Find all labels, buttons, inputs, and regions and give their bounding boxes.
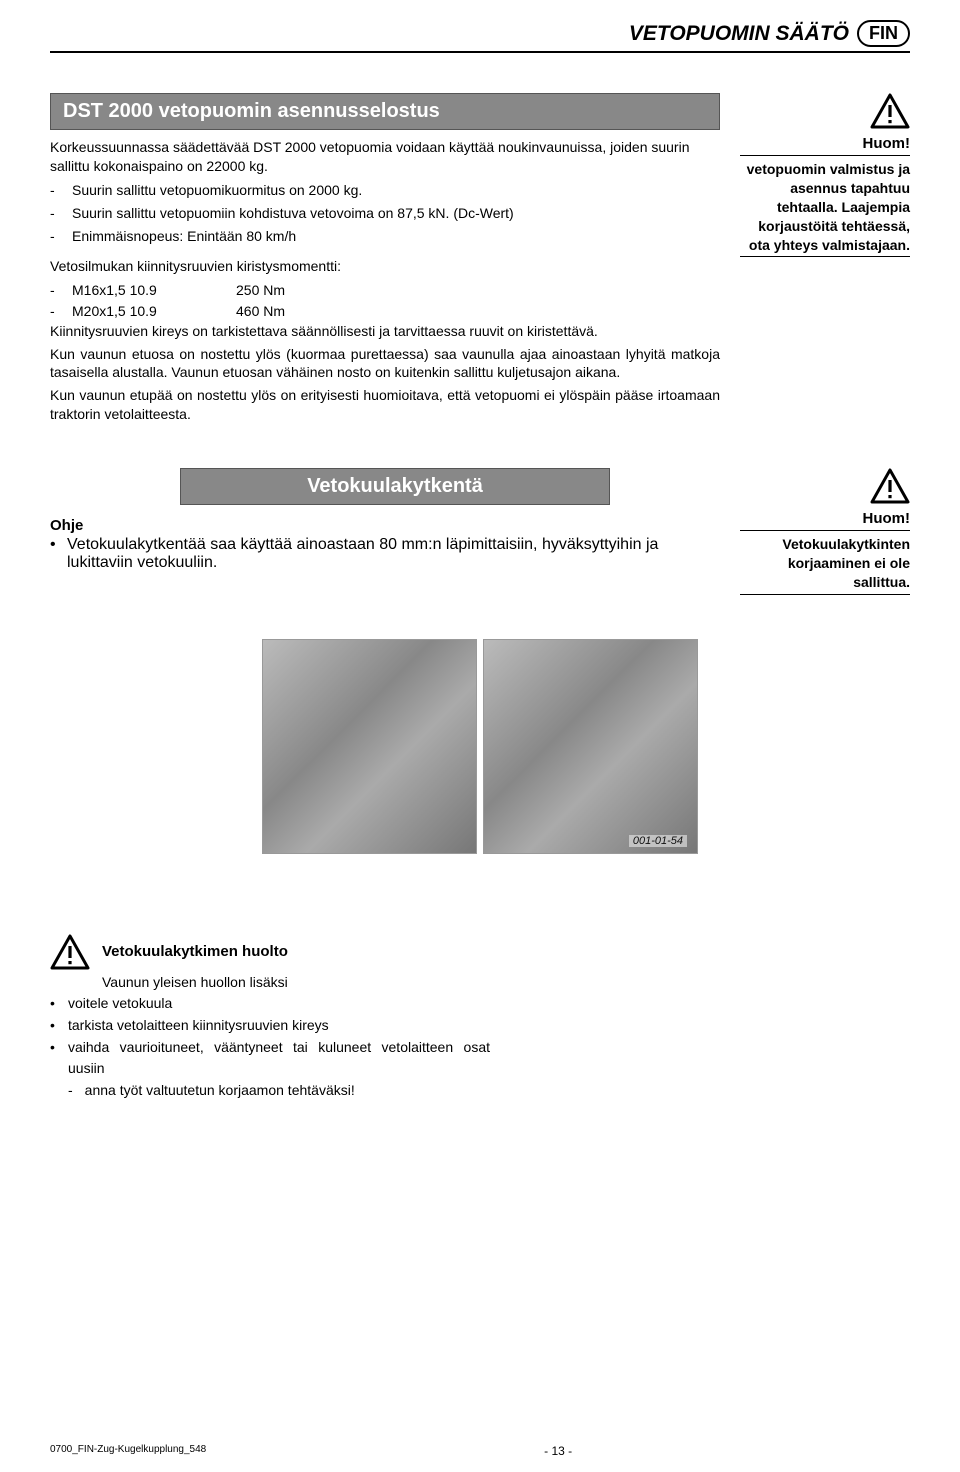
sub-dash-text: anna työt valtuutetun korjaamon tehtäväk… — [85, 1080, 355, 1101]
bullet-text: Vetokuulakytkentää saa käyttää ainoastaa… — [67, 536, 720, 572]
maint-bullet: •voitele vetokuula — [50, 993, 490, 1014]
header-rule — [50, 51, 910, 53]
after-para: Kun vaunun etupää on nostettu ylös on er… — [50, 386, 720, 424]
page-header: VETOPUOMIN SÄÄTÖ FIN — [50, 20, 910, 47]
language-badge: FIN — [857, 20, 910, 47]
torque-spec: M20x1,5 10.9 — [72, 301, 222, 322]
section1-row: DST 2000 vetopuomin asennusselostus Kork… — [50, 93, 910, 428]
section1-intro: Korkeussuunnassa säädettävää DST 2000 ve… — [50, 138, 720, 176]
after-para: Kiinnitysruuvien kireys on tarkistettava… — [50, 322, 720, 341]
torque-val: 460 Nm — [236, 301, 285, 322]
dash-item: -Suurin sallittu vetopuomiin kohdistuva … — [50, 203, 720, 224]
footer-left: 0700_FIN-Zug-Kugelkupplung_548 — [50, 1444, 206, 1458]
warn2-text: Vetokuulakytkinten korjaaminen ei ole sa… — [740, 535, 910, 592]
photo-2: 001-01-54 — [483, 639, 698, 854]
warn2-side: Huom! Vetokuulakytkinten korjaaminen ei … — [740, 468, 910, 599]
warning-icon — [870, 468, 910, 504]
warn1-text: vetopuomin valmistus ja asennus tapahtuu… — [740, 160, 910, 254]
section1-dash-list: -Suurin sallittu vetopuomikuormitus on 2… — [50, 180, 720, 247]
maint-bullet: •vaihda vaurioituneet, vääntyneet tai ku… — [50, 1037, 490, 1079]
dash-text: Suurin sallittu vetopuomikuormitus on 20… — [72, 180, 362, 201]
bullet-text: tarkista vetolaitteen kiinnitysruuvien k… — [68, 1015, 490, 1036]
dash-item: -Suurin sallittu vetopuomikuormitus on 2… — [50, 180, 720, 201]
bullet-text: vaihda vaurioituneet, vääntyneet tai kul… — [68, 1037, 490, 1079]
section1-main: DST 2000 vetopuomin asennusselostus Kork… — [50, 93, 720, 428]
dash-item: -Enimmäisnopeus: Enintään 80 km/h — [50, 226, 720, 247]
warn2-label: Huom! — [863, 510, 911, 527]
dash-text: Suurin sallittu vetopuomiin kohdistuva v… — [72, 203, 514, 224]
torque-val: 250 Nm — [236, 280, 285, 301]
warning-icon — [50, 934, 90, 970]
warn1-label: Huom! — [863, 135, 911, 152]
torque-spec: M16x1,5 10.9 — [72, 280, 222, 301]
header-title: VETOPUOMIN SÄÄTÖ — [629, 22, 849, 46]
section1-title-bar: DST 2000 vetopuomin asennusselostus — [50, 93, 720, 130]
image-caption: 001-01-54 — [629, 835, 687, 847]
ohje-label: Ohje — [50, 517, 720, 534]
maint-sub-dash: -anna työt valtuutetun korjaamon tehtävä… — [50, 1080, 490, 1101]
bullet-text: voitele vetokuula — [68, 993, 490, 1014]
section2-main: Vetokuulakytkentä Ohje •Vetokuulakytkent… — [50, 468, 720, 599]
torque-heading: Vetosilmukan kiinnitysruuvien kiristysmo… — [50, 257, 720, 276]
section2-title-bar: Vetokuulakytkentä — [180, 468, 610, 505]
warning-icon — [870, 93, 910, 129]
maint-bullet: •tarkista vetolaitteen kiinnitysruuvien … — [50, 1015, 490, 1036]
maintenance-title: Vetokuulakytkimen huolto — [102, 943, 288, 960]
warn1-side: Huom! vetopuomin valmistus ja asennus ta… — [740, 93, 910, 428]
torque-row: -M16x1,5 10.9250 Nm — [50, 280, 720, 301]
after-para: Kun vaunun etuosa on nostettu ylös (kuor… — [50, 345, 720, 383]
dash-text: Enimmäisnopeus: Enintään 80 km/h — [72, 226, 296, 247]
footer-page-number: - 13 - — [544, 1444, 572, 1458]
section2-bullet: •Vetokuulakytkentää saa käyttää ainoasta… — [50, 536, 720, 572]
photo-1 — [262, 639, 477, 854]
maintenance-sub: Vaunun yleisen huollon lisäksi — [50, 974, 490, 990]
image-row: 001-01-54 — [50, 639, 910, 854]
section2-row: Vetokuulakytkentä Ohje •Vetokuulakytkent… — [50, 468, 910, 599]
maintenance-section: Vetokuulakytkimen huolto Vaunun yleisen … — [50, 934, 490, 1101]
torque-row: -M20x1,5 10.9460 Nm — [50, 301, 720, 322]
page-footer: 0700_FIN-Zug-Kugelkupplung_548 - 13 - — [50, 1444, 910, 1458]
